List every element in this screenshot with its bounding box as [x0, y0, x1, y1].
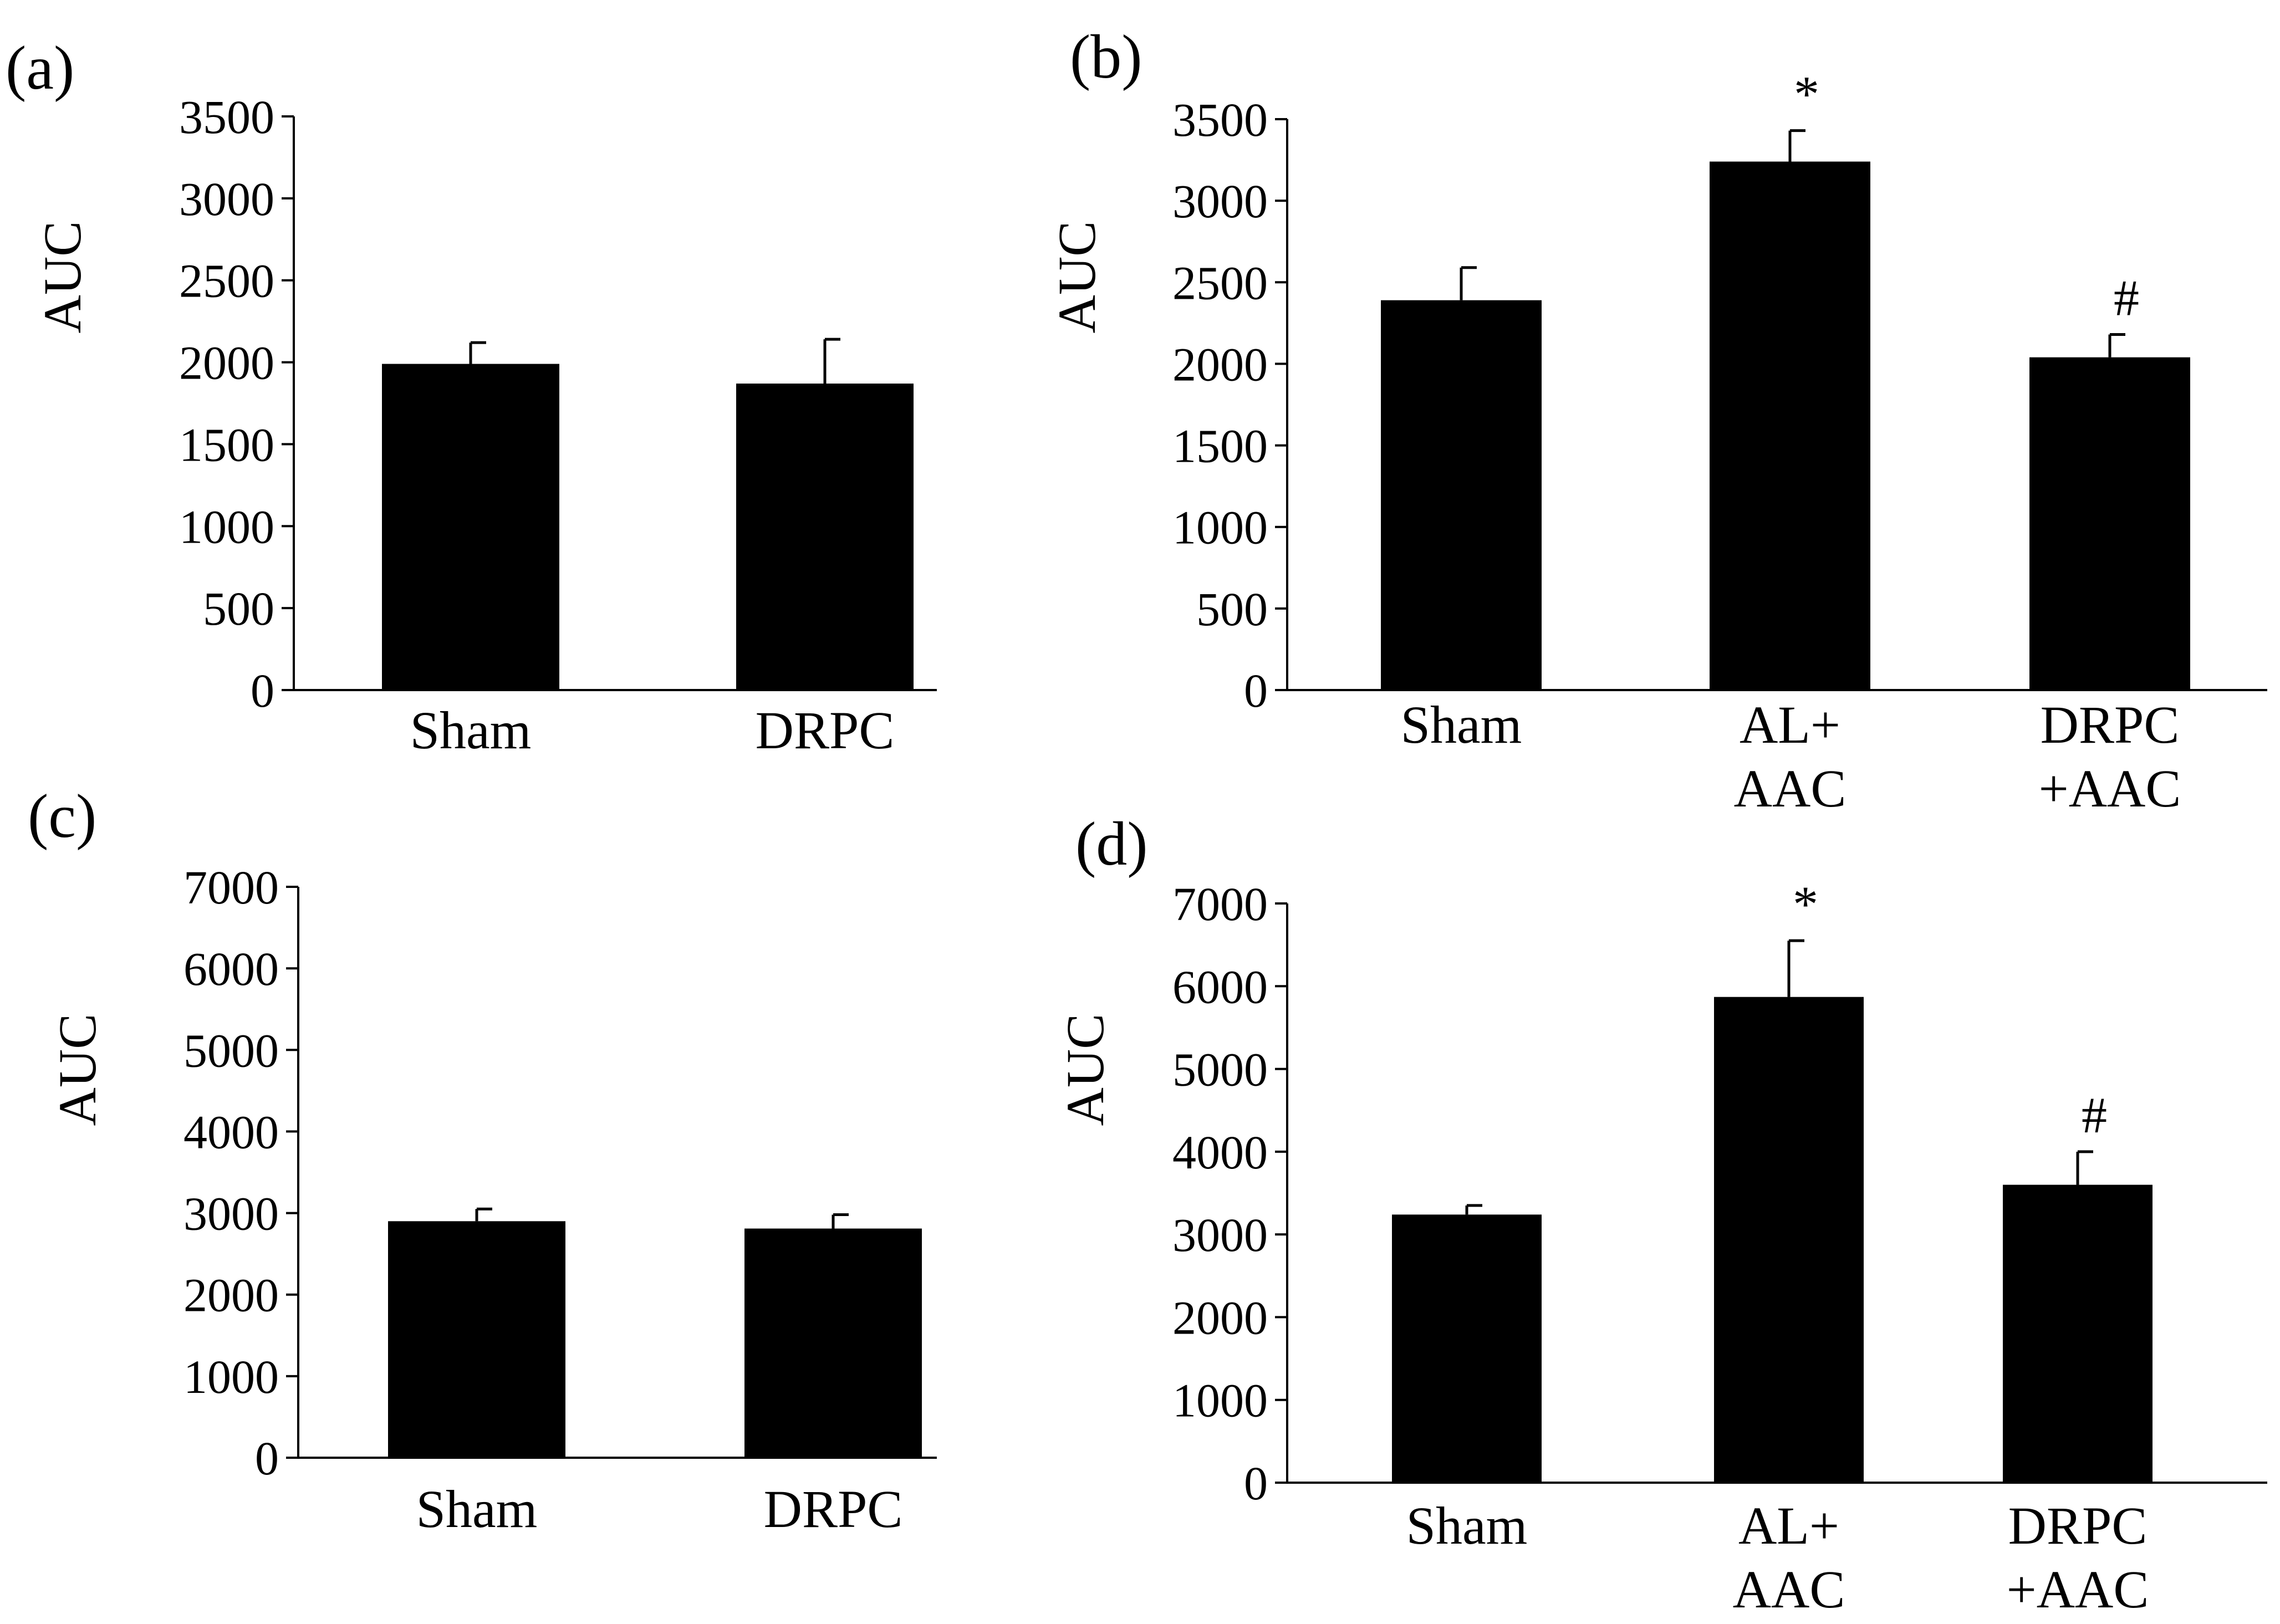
bar	[382, 364, 559, 690]
y-tick-label: 1000	[1172, 501, 1268, 554]
error-bar	[1788, 129, 1805, 162]
y-tick-label: 5000	[183, 1024, 279, 1077]
significance-marker: *	[1794, 66, 1819, 122]
y-tick-label: 2500	[1172, 256, 1268, 309]
y-tick-label: 2000	[183, 1269, 279, 1322]
bar	[388, 1221, 565, 1458]
bar	[2003, 1184, 2153, 1483]
error-bar	[1465, 1204, 1482, 1215]
x-category-label: DRPC	[764, 1479, 903, 1539]
x-category-label: AL+ AAC	[1733, 1496, 1845, 1619]
y-axis-title: AUC	[1055, 1014, 1115, 1126]
x-category-label: DRPC	[756, 701, 895, 760]
error-bar	[475, 1207, 492, 1222]
y-tick-label: 3000	[1172, 1208, 1268, 1262]
x-category-label: AL+ AAC	[1734, 695, 1847, 818]
x-category-label: Sham	[410, 701, 532, 760]
bar	[2029, 357, 2190, 690]
y-tick-label: 0	[255, 1432, 279, 1485]
y-tick-label: 6000	[1172, 960, 1268, 1013]
y-axis-title: AUC	[33, 221, 92, 334]
significance-marker: #	[2082, 1087, 2107, 1143]
significance-marker: #	[2114, 269, 2139, 326]
panel-label: (d)	[1075, 810, 1148, 879]
panel-label: (b)	[1070, 23, 1142, 91]
panel-a: (a) AUC 0 500 1000 1500 2000 2500 3000 3500 Sham DR…	[6, 34, 937, 760]
error-bar	[1787, 939, 1804, 997]
panel-d: (d) AUC 0 1000 2000 3000 4000 5000 6000 7000 Sham *…	[1055, 810, 2267, 1619]
y-tick-label: 4000	[1172, 1126, 1268, 1179]
y-tick-label: 2000	[179, 336, 274, 390]
y-tick-label: 500	[1196, 583, 1268, 636]
y-tick-label: 3500	[1172, 93, 1268, 146]
error-bar	[823, 338, 840, 384]
panel-b: (b) AUC 0 500 1000 1500 2000 2500 3000 3500 Sham * A…	[1047, 23, 2267, 818]
bar	[1714, 997, 1864, 1483]
y-tick-label: 2500	[179, 254, 274, 308]
error-bar	[1460, 266, 1477, 300]
y-tick-label: 6000	[183, 942, 279, 995]
bar	[1381, 300, 1542, 690]
y-tick-label: 1000	[1172, 1374, 1268, 1427]
y-tick-label: 0	[1244, 1457, 1268, 1510]
y-tick-label: 7000	[183, 861, 279, 914]
error-bar	[832, 1213, 849, 1229]
y-tick-label: 1500	[179, 418, 274, 471]
panel-c: (c) AUC 0 1000 2000 3000 4000 5000 6000 7000 Sham D…	[28, 782, 937, 1539]
bar	[1392, 1214, 1542, 1483]
x-category-label: Sham	[1406, 1496, 1528, 1555]
y-tick-label: 1000	[179, 500, 274, 553]
y-axis-title: AUC	[48, 1014, 107, 1126]
y-tick-label: 3000	[1172, 175, 1268, 228]
y-tick-label: 7000	[1172, 877, 1268, 931]
error-bar	[2108, 333, 2125, 358]
y-tick-label: 2000	[1172, 338, 1268, 391]
bar	[736, 384, 914, 690]
error-bar	[469, 341, 486, 364]
y-tick-label: 0	[1244, 664, 1268, 717]
panel-label: (a)	[6, 34, 74, 103]
bar	[1710, 161, 1870, 690]
x-category-label: Sham	[1401, 695, 1522, 754]
panel-label: (c)	[28, 782, 96, 851]
x-category-label: DRPC +AAC	[2007, 1496, 2149, 1619]
y-tick-label: 3000	[183, 1187, 279, 1240]
y-tick-label: 2000	[1172, 1291, 1268, 1344]
y-tick-label: 500	[203, 582, 274, 635]
x-category-label: Sham	[416, 1479, 538, 1539]
y-tick-label: 3000	[179, 172, 274, 226]
bar	[744, 1228, 922, 1458]
y-tick-label: 4000	[183, 1105, 279, 1158]
y-axis-title: AUC	[1047, 221, 1106, 334]
x-category-label: DRPC +AAC	[2039, 695, 2181, 818]
significance-marker: *	[1793, 876, 1818, 932]
y-tick-label: 3500	[179, 90, 274, 144]
error-bar	[2076, 1150, 2093, 1185]
y-tick-label: 1000	[183, 1350, 279, 1403]
y-tick-label: 5000	[1172, 1043, 1268, 1096]
y-tick-label: 0	[251, 664, 274, 717]
y-tick-label: 1500	[1172, 420, 1268, 473]
